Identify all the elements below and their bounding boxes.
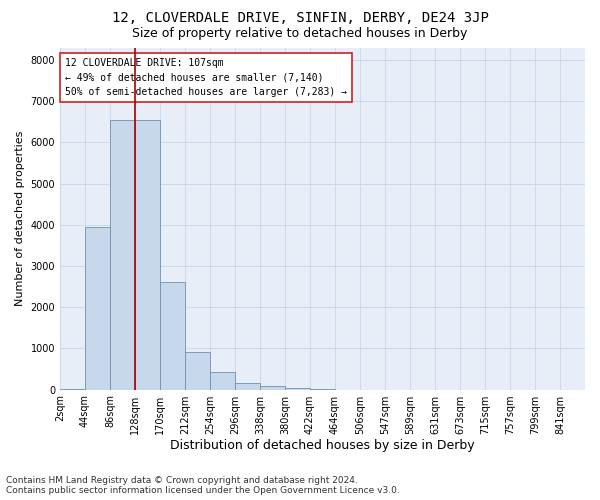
Bar xyxy=(235,384,260,390)
Y-axis label: Number of detached properties: Number of detached properties xyxy=(15,131,25,306)
Text: Size of property relative to detached houses in Derby: Size of property relative to detached ho… xyxy=(133,28,467,40)
Bar xyxy=(85,227,110,390)
Bar xyxy=(210,372,235,390)
Bar xyxy=(110,120,135,390)
Text: 12, CLOVERDALE DRIVE, SINFIN, DERBY, DE24 3JP: 12, CLOVERDALE DRIVE, SINFIN, DERBY, DE2… xyxy=(112,11,488,25)
Bar xyxy=(185,352,210,390)
Bar xyxy=(60,388,85,390)
Text: Contains HM Land Registry data © Crown copyright and database right 2024.
Contai: Contains HM Land Registry data © Crown c… xyxy=(6,476,400,495)
Bar xyxy=(160,282,185,390)
X-axis label: Distribution of detached houses by size in Derby: Distribution of detached houses by size … xyxy=(170,440,475,452)
Text: 12 CLOVERDALE DRIVE: 107sqm
← 49% of detached houses are smaller (7,140)
50% of : 12 CLOVERDALE DRIVE: 107sqm ← 49% of det… xyxy=(65,58,347,98)
Bar xyxy=(260,386,285,390)
Bar xyxy=(135,120,160,390)
Bar xyxy=(285,388,310,390)
